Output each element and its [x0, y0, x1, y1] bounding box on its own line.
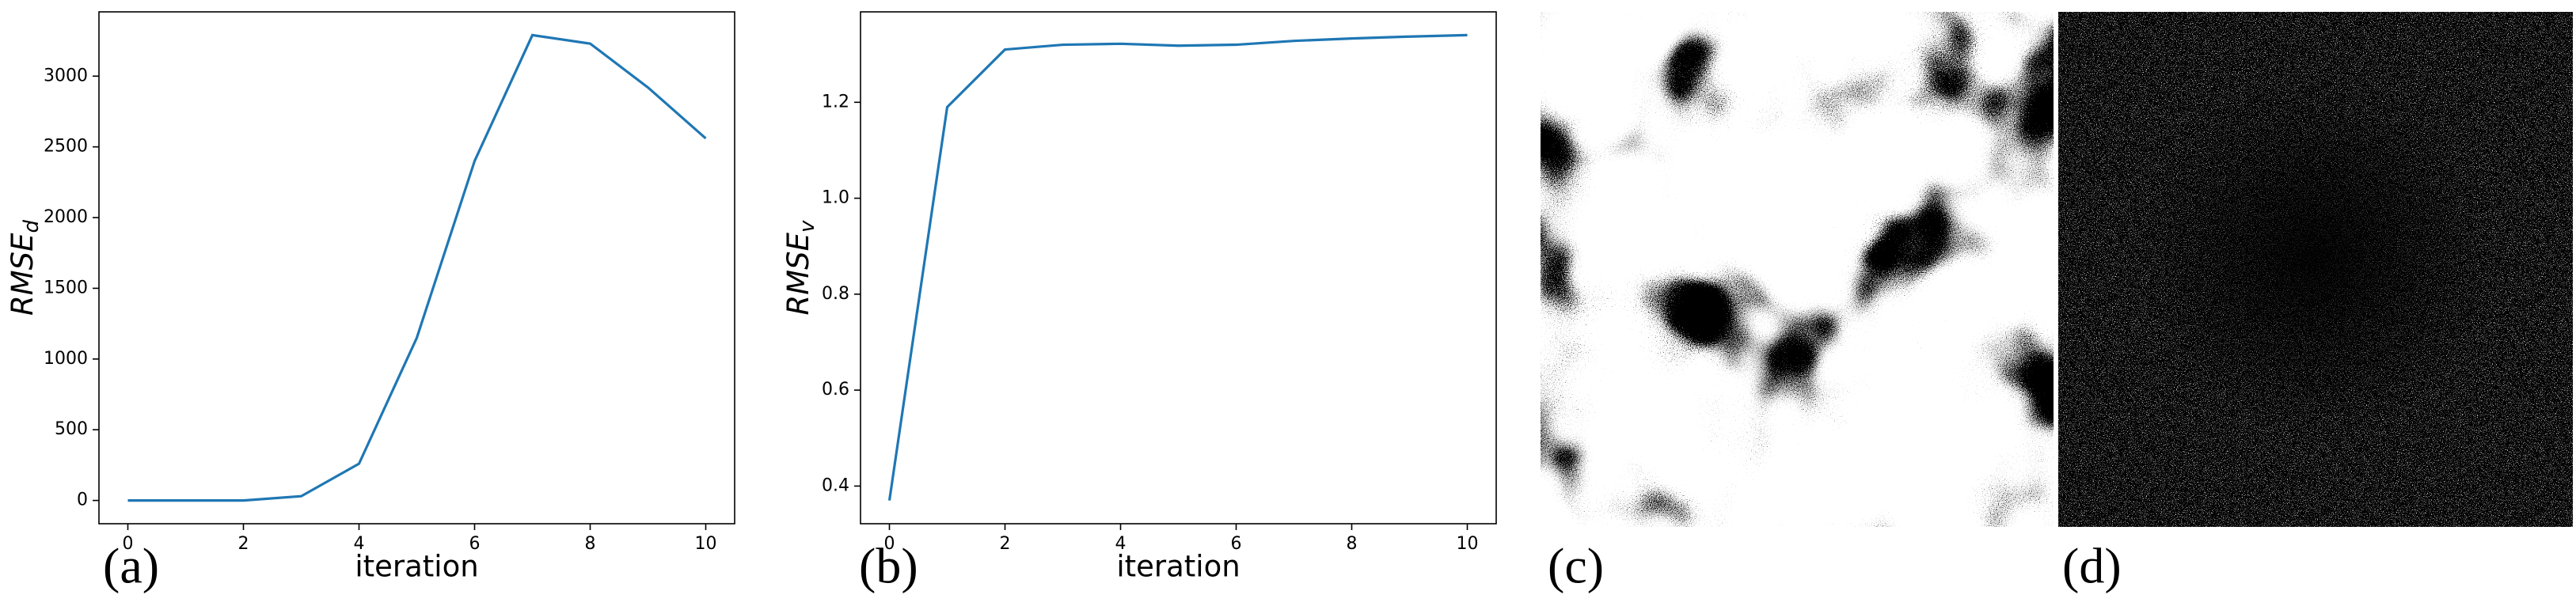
y-axis-label: RMSEv: [781, 220, 819, 316]
x-axis-label: iteration: [1116, 550, 1240, 584]
x-tick-label: 8: [585, 534, 596, 554]
axes-frame: [98, 11, 735, 525]
x-tick-label: 6: [1231, 534, 1242, 554]
y-tick-label: 3000: [44, 66, 88, 85]
y-tick-label: 0.6: [822, 380, 849, 400]
x-tick-label: 0: [123, 534, 134, 554]
y-axis-label-main: RMSE: [6, 233, 40, 316]
panel-label: (d): [2062, 538, 2122, 594]
x-tick-label: 2: [238, 534, 249, 554]
line: [887, 33, 1468, 501]
y-tick-label: 2000: [44, 207, 88, 227]
y-tick-label: 1500: [44, 278, 88, 297]
x-tick-label: 4: [1115, 534, 1127, 554]
y-axis-label-sub: d: [20, 220, 44, 233]
y-tick-label: 1.2: [822, 92, 849, 112]
y-tick-label: 1.0: [822, 188, 849, 208]
axes-frame: [860, 11, 1497, 525]
x-tick-label: 2: [1000, 534, 1011, 554]
y-tick-label: 2500: [44, 137, 88, 157]
panel-label: (c): [1548, 538, 1604, 594]
y-tick-label: 500: [55, 419, 88, 439]
y-axis-label: RMSEd: [6, 220, 44, 316]
panel-label: (a): [103, 538, 159, 594]
y-axis-label-sub: v: [796, 220, 819, 233]
line: [127, 33, 707, 502]
x-tick-label: 6: [469, 534, 481, 554]
image-c: [1541, 12, 2054, 527]
panel-label: (b): [859, 538, 918, 594]
y-tick-label: 0.4: [822, 475, 849, 495]
x-tick-label: 4: [354, 534, 365, 554]
x-tick-label: 10: [1457, 534, 1479, 554]
y-axis-label-main: RMSE: [781, 232, 815, 315]
y-tick-label: 0: [77, 490, 88, 510]
image-d-shade: [2137, 79, 2494, 435]
x-tick-label: 10: [695, 534, 717, 554]
x-axis-label: iteration: [355, 550, 478, 584]
x-tick-label: 0: [884, 534, 895, 554]
y-tick-label: 0.8: [822, 284, 849, 304]
x-tick-label: 8: [1347, 534, 1358, 554]
y-tick-label: 1000: [44, 349, 88, 369]
